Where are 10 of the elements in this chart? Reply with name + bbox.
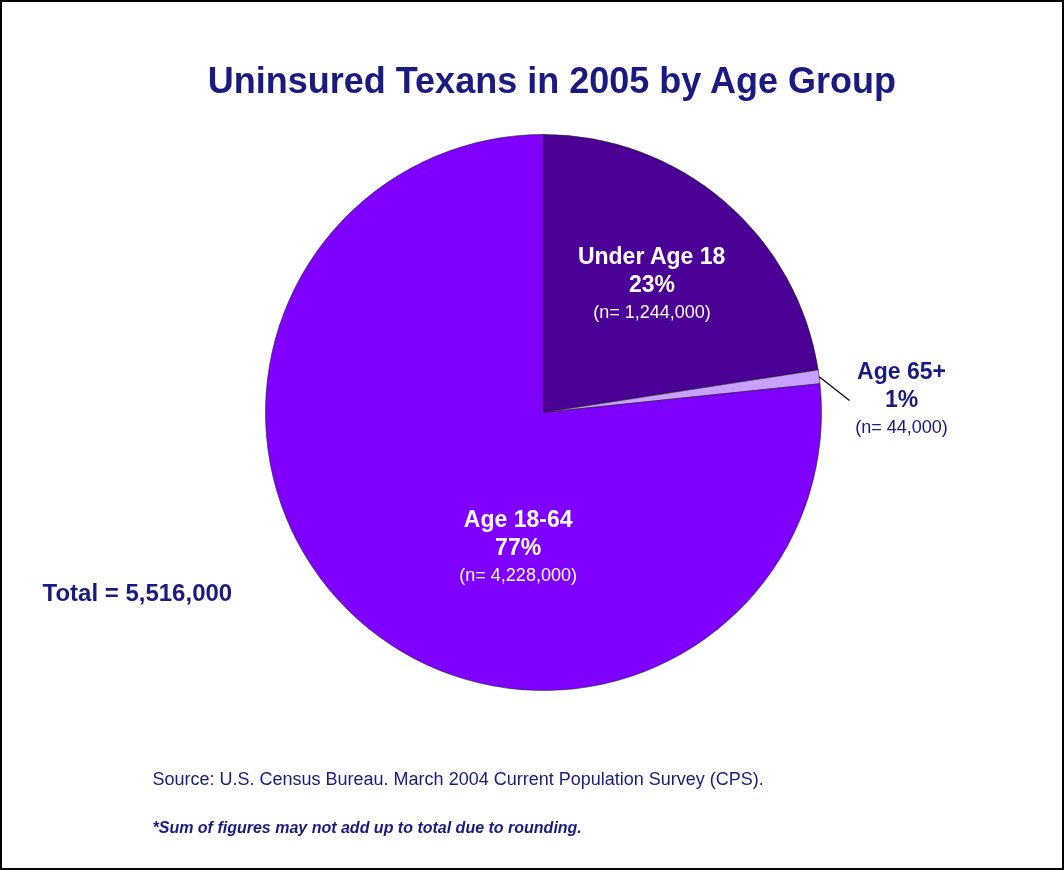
data-label: 1% (n= 44,000)	[855, 385, 948, 437]
slice-label: Age 18-64	[463, 506, 573, 533]
slice-label: Under Age 18	[577, 242, 726, 269]
source-note: Source: U.S. Census Bureau. March 2004 Current Population Survey (CPS).	[152, 768, 764, 789]
slice-label: Age 65+	[857, 357, 946, 384]
chart-title: Uninsured Texans in 2005 by Age Group	[207, 60, 896, 101]
text: *Sum of figures may not add up to total due to rounding.	[152, 819, 582, 836]
text: Total = 5,516,000	[42, 579, 233, 606]
data-label: 23% (n= 1,244,000)	[593, 270, 711, 322]
data-label: 77% (n= 4,228,000)	[459, 534, 577, 586]
